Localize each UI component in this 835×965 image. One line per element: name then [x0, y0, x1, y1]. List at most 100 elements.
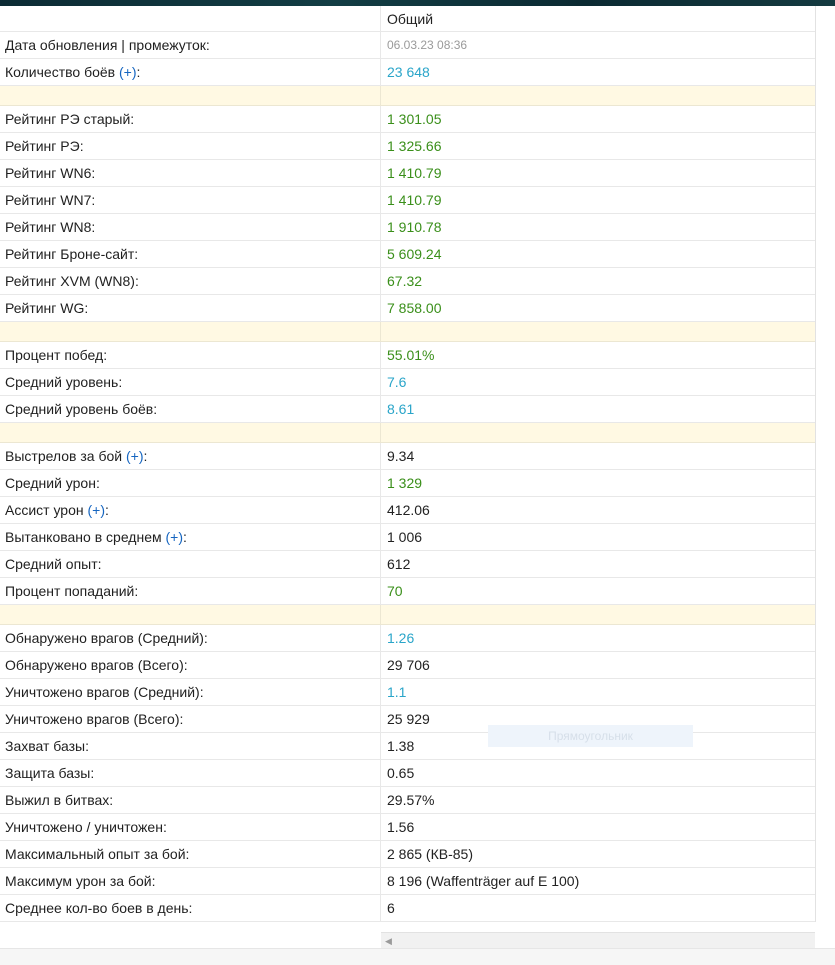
column-header-total: Общий [387, 10, 434, 27]
row-value: 8.61 [387, 401, 415, 417]
row-value: 1 325.66 [387, 138, 442, 154]
row-value: 67.32 [387, 273, 423, 289]
separator-cell [0, 605, 381, 624]
row-label-text: Выстрелов за бой [5, 448, 123, 464]
row-value: 25 929 [387, 711, 430, 727]
table-row: Ассист урон (+): 412.06 [0, 497, 815, 524]
row-label: Рейтинг WG: [0, 295, 381, 321]
table-row: Максимальный опыт за бой: 2 865 (КВ-85) [0, 841, 815, 868]
details-plus-link[interactable]: (+) [87, 502, 106, 518]
row-label: Обнаружено врагов (Всего): [0, 652, 381, 678]
table-row: Выстрелов за бой (+): 9.34 [0, 443, 815, 470]
row-value: 29 706 [387, 657, 430, 673]
row-label: Рейтинг Броне-сайт: [0, 241, 381, 267]
row-value: 5 609.24 [387, 246, 442, 262]
row-label: Средний урон: [0, 470, 381, 496]
table-row: Количество боёв (+): 23 648 [0, 59, 815, 86]
row-label-suffix: : [143, 448, 148, 464]
table-row: Обнаружено врагов (Средний): 1.26 [0, 625, 815, 652]
row-label: Ассист урон (+): [0, 497, 381, 523]
table-row: Процент попаданий: 70 [0, 578, 815, 605]
row-value: 1 910.78 [387, 219, 442, 235]
row-label: Обнаружено врагов (Средний): [0, 625, 381, 651]
horizontal-scrollbar[interactable]: ◀ [381, 932, 815, 949]
table-row: Рейтинг XVM (WN8): 67.32 [0, 268, 815, 295]
row-label: Максимум урон за бой: [0, 868, 381, 894]
row-label: Рейтинг РЭ старый: [0, 106, 381, 132]
row-value: 1 329 [387, 475, 423, 491]
details-plus-link[interactable]: (+) [165, 529, 184, 545]
row-value: 2 865 (КВ-85) [387, 846, 473, 862]
row-label: Защита базы: [0, 760, 381, 786]
row-label: Уничтожено врагов (Средний): [0, 679, 381, 705]
row-label: Рейтинг РЭ: [0, 133, 381, 159]
table-row: Обнаружено врагов (Всего): 29 706 [0, 652, 815, 679]
table-row: Захват базы: 1.38 [0, 733, 815, 760]
row-value: 9.34 [387, 448, 415, 464]
row-value: 29.57% [387, 792, 435, 808]
row-label: Процент побед: [0, 342, 381, 368]
table-row: Средний уровень: 7.6 [0, 369, 815, 396]
details-plus-link[interactable]: (+) [125, 448, 144, 464]
section-separator [0, 605, 815, 625]
row-value: 70 [387, 583, 403, 599]
row-label: Рейтинг WN7: [0, 187, 381, 213]
table-row: Рейтинг WN7: 1 410.79 [0, 187, 815, 214]
table-row: Защита базы: 0.65 [0, 760, 815, 787]
table-row: Рейтинг РЭ старый: 1 301.05 [0, 106, 815, 133]
row-label: Средний опыт: [0, 551, 381, 577]
row-label: Количество боёв (+): [0, 59, 381, 85]
top-banner [0, 0, 835, 6]
row-label-text: Вытанковано в среднем [5, 529, 162, 545]
table-row: Рейтинг РЭ: 1 325.66 [0, 133, 815, 160]
row-value: 1 410.79 [387, 192, 442, 208]
details-plus-link[interactable]: (+) [119, 64, 137, 80]
header-label-cell [0, 6, 381, 31]
row-value: 1 301.05 [387, 111, 442, 127]
table-row: Вытанковано в среднем (+): 1 006 [0, 524, 815, 551]
scroll-left-arrow-icon[interactable]: ◀ [385, 936, 392, 946]
row-label: Процент попаданий: [0, 578, 381, 604]
separator-cell [0, 423, 381, 442]
row-label: Рейтинг WN8: [0, 214, 381, 240]
row-value: 7.6 [387, 374, 407, 390]
table-row: Среднее кол-во боев в день: 6 [0, 895, 815, 922]
row-label: Уничтожено врагов (Всего): [0, 706, 381, 732]
separator-cell [381, 605, 815, 624]
table-row: Дата обновления | промежуток: 06.03.23 0… [0, 32, 815, 59]
row-value: 8 196 (Waffenträger auf E 100) [387, 873, 580, 889]
row-value: 1.56 [387, 819, 415, 835]
row-value: 1.38 [387, 738, 415, 754]
row-label: Дата обновления | промежуток: [0, 32, 381, 58]
row-value: 6 [387, 900, 395, 916]
row-label: Максимальный опыт за бой: [0, 841, 381, 867]
table-row: Средний уровень боёв: 8.61 [0, 396, 815, 423]
separator-cell [381, 86, 815, 105]
row-value: 55.01% [387, 347, 435, 363]
row-label: Вытанковано в среднем (+): [0, 524, 381, 550]
table-row: Максимум урон за бой: 8 196 (Waffenträge… [0, 868, 815, 895]
row-label: Уничтожено / уничтожен: [0, 814, 381, 840]
row-label-text: Ассист урон [5, 502, 84, 518]
row-label-suffix: : [183, 529, 187, 545]
row-label-text: Количество боёв [5, 64, 116, 80]
separator-cell [0, 322, 381, 341]
table-row: Уничтожено врагов (Средний): 1.1 [0, 679, 815, 706]
bottom-strip [0, 948, 835, 965]
section-separator [0, 322, 815, 342]
stats-table: Общий Дата обновления | промежуток: 06.0… [0, 6, 816, 922]
row-value: 1.1 [387, 684, 407, 700]
table-row: Рейтинг Броне-сайт: 5 609.24 [0, 241, 815, 268]
row-value: 0.65 [387, 765, 415, 781]
rectangle-tool-tooltip: Прямоугольник [488, 725, 693, 747]
table-row: Рейтинг WN8: 1 910.78 [0, 214, 815, 241]
row-value: 7 858.00 [387, 300, 442, 316]
table-row: Рейтинг WG: 7 858.00 [0, 295, 815, 322]
row-value: 06.03.23 08:36 [387, 38, 468, 52]
separator-cell [0, 86, 381, 105]
row-value: 1 410.79 [387, 165, 442, 181]
table-row: Уничтожено / уничтожен: 1.56 [0, 814, 815, 841]
row-label: Среднее кол-во боев в день: [0, 895, 381, 921]
row-label: Рейтинг XVM (WN8): [0, 268, 381, 294]
section-separator [0, 86, 815, 106]
